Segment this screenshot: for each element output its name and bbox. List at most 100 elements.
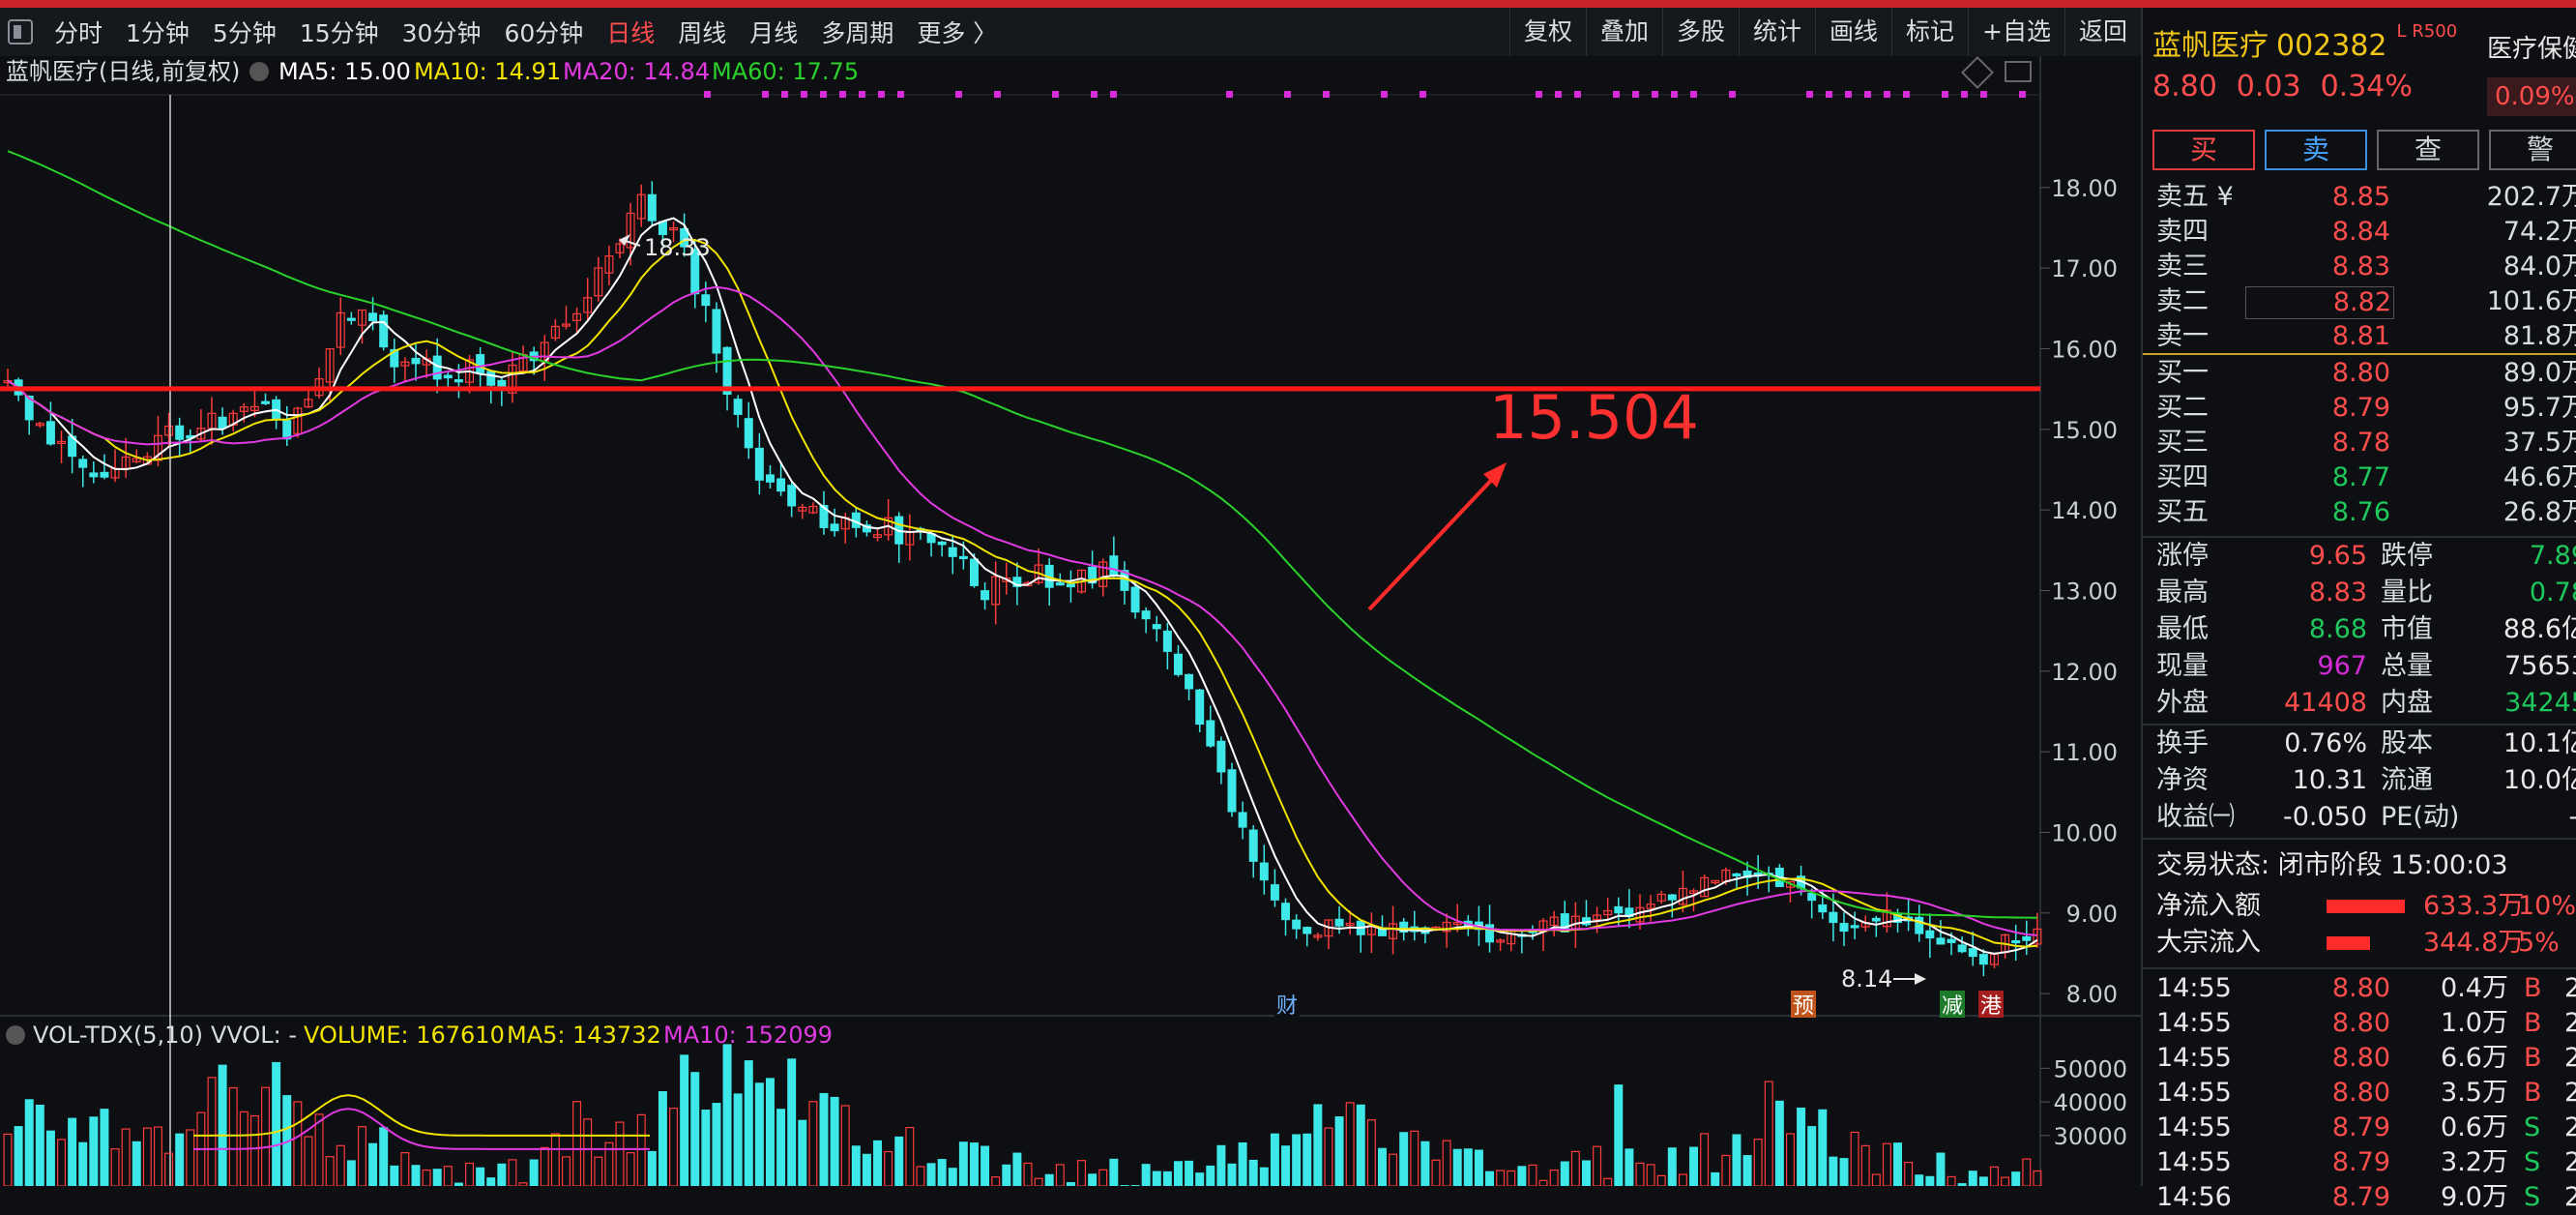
sidebar-toggle-icon[interactable] xyxy=(8,19,33,44)
period-tab-0[interactable]: 分时 xyxy=(43,15,114,49)
toolbar-button-4[interactable]: 画线 xyxy=(1815,8,1891,56)
flow-pct: 5% xyxy=(2518,925,2560,962)
candle-body xyxy=(1207,721,1215,746)
volume-bar xyxy=(369,1143,377,1186)
trade-price: 8.79 xyxy=(2307,1145,2390,1180)
price-tick-label: 12.00 xyxy=(2051,659,2118,686)
candle-body xyxy=(1851,926,1859,928)
trade-price: 8.80 xyxy=(2307,1076,2390,1111)
stat-value: 88.6亿 xyxy=(2472,611,2576,648)
flow-pct: 10% xyxy=(2518,888,2576,925)
trade-side: S xyxy=(2524,1180,2540,1215)
flow-value: 344.8万 xyxy=(2423,925,2524,962)
volume-bar xyxy=(1453,1149,1461,1186)
candle-body xyxy=(1217,741,1225,772)
period-tab-6[interactable]: 日线 xyxy=(595,15,666,49)
volume-bar xyxy=(1819,1110,1827,1186)
level-price: 8.81 xyxy=(2305,319,2390,354)
period-tab-4[interactable]: 30分钟 xyxy=(391,15,493,49)
period-tab-10[interactable]: 更多 〉 xyxy=(905,15,1009,49)
stat-label: 净资 xyxy=(2156,762,2209,799)
toolbar-button-1[interactable]: 叠加 xyxy=(1586,8,1662,56)
query-button[interactable]: 查 xyxy=(2377,130,2479,170)
trade-count: 2 xyxy=(2564,1041,2576,1076)
volume-bar xyxy=(498,1164,506,1186)
level-label: 买四 xyxy=(2156,460,2209,495)
sell-button[interactable]: 卖 xyxy=(2265,130,2367,170)
toolbar-button-0[interactable]: 复权 xyxy=(1509,8,1586,56)
volume-bar xyxy=(380,1128,388,1186)
candle-body xyxy=(79,459,87,467)
period-tab-8[interactable]: 月线 xyxy=(738,15,809,49)
volume-bar xyxy=(1615,1085,1623,1186)
volume-bar xyxy=(15,1127,22,1186)
level-price: 8.80 xyxy=(2305,356,2390,391)
candle-body xyxy=(1947,939,1955,942)
volume-bar xyxy=(1808,1127,1816,1186)
period-tab-2[interactable]: 5分钟 xyxy=(201,15,288,49)
volume-bar xyxy=(702,1111,710,1186)
level-volume: 46.6万 xyxy=(2404,460,2576,495)
period-tab-5[interactable]: 60分钟 xyxy=(492,15,595,49)
high-label: 18.33 xyxy=(644,234,711,261)
toolbar-button-2[interactable]: 多股 xyxy=(1662,8,1739,56)
volume-bar xyxy=(1486,1171,1494,1186)
period-tab-9[interactable]: 多周期 xyxy=(809,15,905,49)
volume-tick-label: 50000 xyxy=(2054,1055,2127,1082)
trade-time: 14:56 xyxy=(2156,1180,2232,1215)
candle-body xyxy=(47,422,55,444)
volume-bar xyxy=(1668,1148,1676,1186)
candle-body xyxy=(1615,907,1623,913)
volume-bar xyxy=(1272,1134,1279,1186)
volume-bar xyxy=(1207,1167,1215,1186)
alert-button[interactable]: 警 xyxy=(2489,130,2576,170)
stat-label: 现量 xyxy=(2156,648,2209,685)
candle-body xyxy=(1926,931,1934,937)
candle-body xyxy=(1293,920,1301,929)
signal-dot xyxy=(2019,91,2026,98)
stat-label: 流通 xyxy=(2381,762,2433,799)
volume-tick-label: 30000 xyxy=(2054,1123,2127,1150)
sector-name[interactable]: 医疗保健 xyxy=(2487,29,2576,65)
top-accent-strip xyxy=(0,0,2576,8)
toolbar-button-7[interactable]: 返回 xyxy=(2064,8,2141,56)
signal-dot xyxy=(1671,91,1678,98)
period-tab-7[interactable]: 周线 xyxy=(666,15,738,49)
signal-dot xyxy=(1690,91,1697,98)
volume-bar xyxy=(412,1166,420,1186)
toolbar-button-5[interactable]: 标记 xyxy=(1891,8,1968,56)
signal-dot xyxy=(801,91,807,98)
candle-body xyxy=(1335,919,1343,926)
volume-bar xyxy=(69,1118,76,1186)
toolbar-button-6[interactable]: +自选 xyxy=(1968,8,2064,56)
stock-name: 蓝帆医疗 xyxy=(2152,29,2269,63)
stat-label: 外盘 xyxy=(2156,685,2209,722)
stat-label: 跌停 xyxy=(2381,538,2433,575)
level-volume: 26.8万 xyxy=(2404,495,2576,530)
trade-buttons: 买 卖 查 警 xyxy=(2152,130,2576,170)
stat-row: 现量967总量75653 xyxy=(2143,648,2576,685)
period-tab-3[interactable]: 15分钟 xyxy=(288,15,391,49)
candle-body xyxy=(380,315,388,347)
buy-button[interactable]: 买 xyxy=(2152,130,2255,170)
toolbar-button-3[interactable]: 统计 xyxy=(1739,8,1815,56)
kline-chart[interactable]: 18.0017.0016.0015.0014.0013.0012.0011.00… xyxy=(0,56,2141,1186)
period-tab-1[interactable]: 1分钟 xyxy=(114,15,201,49)
trade-side: B xyxy=(2524,971,2542,1006)
